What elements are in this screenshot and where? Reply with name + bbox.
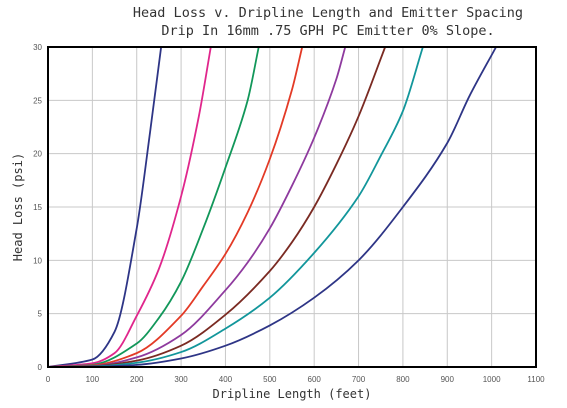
y-tick-label: 0 (38, 363, 43, 372)
y-tick-label: 20 (33, 150, 42, 159)
series-line-7 (47, 46, 424, 368)
x-tick-label: 1100 (527, 375, 545, 384)
x-tick-label: 400 (219, 375, 233, 384)
x-tick-label: 800 (396, 375, 410, 384)
grid-lines (48, 47, 536, 367)
x-tick-label: 1000 (483, 375, 501, 384)
series-line-2 (47, 46, 212, 368)
x-tick-label: 100 (86, 375, 100, 384)
plot-frame (47, 46, 537, 368)
x-tick-label: 300 (174, 375, 188, 384)
y-tick-label: 5 (38, 310, 43, 319)
chart-subtitle: Drip In 16mm .75 GPH PC Emitter 0% Slope… (161, 23, 494, 39)
chart-title: Head Loss v. Dripline Length and Emitter… (133, 5, 523, 21)
x-tick-label: 700 (352, 375, 366, 384)
series-line-1 (47, 46, 163, 368)
x-axis-label: Dripline Length (feet) (213, 387, 372, 401)
y-tick-label: 25 (33, 96, 42, 105)
x-tick-label: 0 (46, 375, 51, 384)
x-tick-labels: 0 100 200 300 400 500 600 700 800 900 1000 1100 (46, 375, 545, 384)
y-tick-labels: 0 5 10 15 20 25 30 (33, 43, 42, 372)
y-tick-label: 15 (33, 203, 42, 212)
y-tick-label: 30 (33, 43, 42, 52)
series-line-3 (47, 46, 260, 368)
y-axis-label: Head Loss (psi) (11, 153, 25, 261)
x-tick-label: 600 (308, 375, 322, 384)
series-line-8 (47, 46, 497, 368)
series-layer (47, 46, 497, 368)
y-tick-label: 10 (33, 256, 42, 265)
series-line-4 (47, 46, 304, 368)
x-tick-label: 500 (263, 375, 277, 384)
x-tick-label: 200 (130, 375, 144, 384)
x-tick-label: 900 (441, 375, 455, 384)
series-line-6 (47, 46, 387, 368)
series-line-5 (47, 46, 347, 368)
